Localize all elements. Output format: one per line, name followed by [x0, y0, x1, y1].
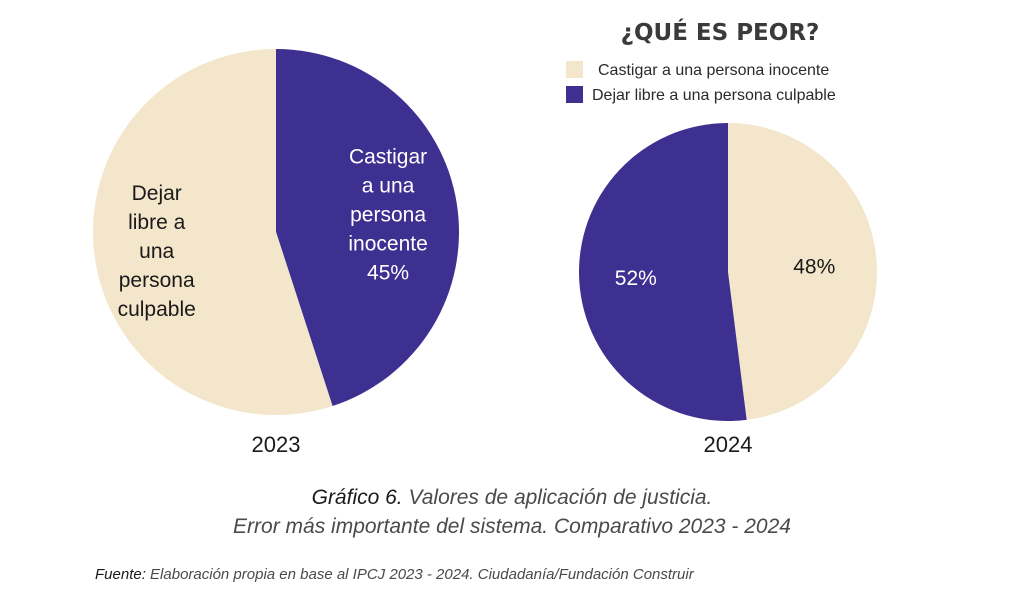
caption-line-2: Error más importante del sistema. Compar…: [233, 515, 791, 538]
pie-2023-slice-0-label-line: 45%: [367, 261, 409, 284]
legend-swatch-castigar: [566, 61, 583, 78]
source-text: Elaboración propia en base al IPCJ 2023 …: [145, 566, 694, 583]
source-note: Fuente: Elaboración propia en base al IP…: [95, 566, 694, 583]
pie-2023-slice-1-label-line: persona: [119, 269, 195, 292]
pie-2023-slice-1-label-line: una: [139, 240, 174, 263]
pie-2023-slice-1-label-line: Dejar: [132, 182, 182, 205]
pie-2023-slice-1-label-line: culpable: [118, 298, 196, 321]
pie-2023-slice-0-label-line: a una: [362, 174, 415, 197]
legend-swatch-dejar: [566, 86, 583, 103]
pie-chart-figure: ¿QUÉ ES PEOR? Castigar a una persona ino…: [92, 18, 878, 457]
pie-2024: 48% 52%: [579, 123, 878, 421]
chart-title: ¿QUÉ ES PEOR?: [621, 18, 820, 46]
pie-2024-slice-1-label-line: 52%: [615, 267, 657, 290]
year-label-2023: 2023: [252, 432, 301, 457]
pie-2023-slice-0-label-line: inocente: [348, 232, 427, 255]
pie-2024-slice-1: [579, 123, 747, 421]
pie-2024-slice-0-label: 48%: [793, 256, 835, 279]
pie-2023-slice-0-label-line: persona: [350, 203, 426, 226]
pie-2023-slice-1: [92, 49, 333, 416]
pie-2024-slice-0-label-line: 48%: [793, 256, 835, 279]
legend: Castigar a una persona inocente Dejar li…: [566, 61, 836, 104]
pie-2023-slice-1-label: Dejar libre a una persona culpable: [118, 182, 196, 321]
pie-2023-slice-0-label-line: Castigar: [349, 145, 427, 168]
pie-2023-slice-1-label-line: libre a: [128, 211, 186, 234]
year-label-2024: 2024: [704, 432, 753, 457]
caption-figure-label: Gráfico 6.: [311, 486, 403, 509]
pie-2023: Castigar a una persona inocente 45% Dejar libr…: [92, 49, 459, 416]
caption-title: Valores de aplicación de justicia.: [402, 486, 713, 509]
pie-2023-slice-0: [276, 49, 459, 407]
source-label: Fuente:: [95, 566, 146, 583]
legend-label-castigar: Castigar a una persona inocente: [598, 62, 829, 79]
legend-label-dejar: Dejar libre a una persona culpable: [592, 87, 836, 104]
pie-2024-slice-1-label: 52%: [615, 267, 657, 290]
pie-2023-slice-0-label: Castigar a una persona inocente 45%: [348, 145, 427, 284]
caption-line-1: Gráfico 6. Valores de aplicación de just…: [0, 486, 1024, 510]
pie-2024-slice-0: [728, 123, 878, 420]
